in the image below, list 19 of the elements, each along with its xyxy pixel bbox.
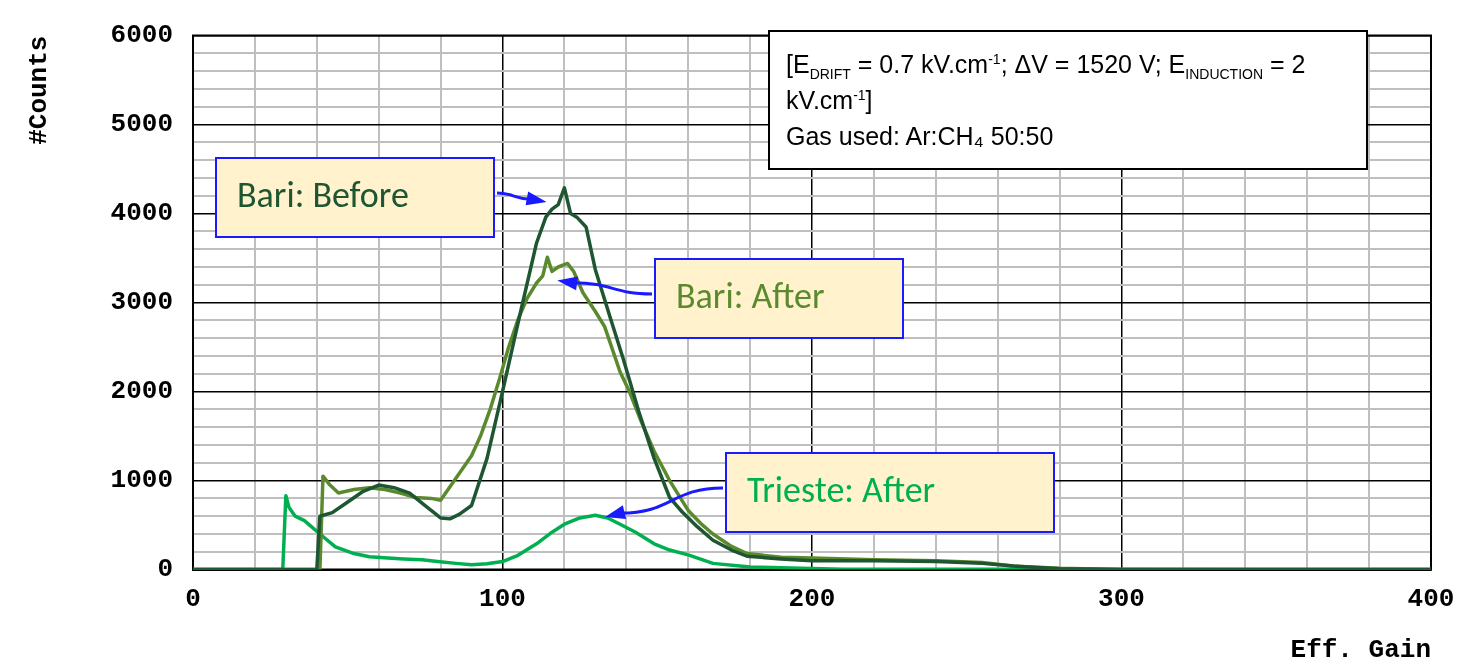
y-tick-label: 1000 (110, 465, 173, 496)
y-tick-label: 3000 (110, 287, 173, 318)
y-tick-label: 0 (157, 554, 173, 585)
x-tick-label: 400 (1407, 583, 1455, 614)
callout-box: Trieste: After (725, 452, 1055, 533)
x-tick-label: 300 (1098, 583, 1145, 614)
callout-box: Bari: Before (215, 157, 495, 238)
y-tick-label: 2000 (110, 376, 173, 407)
y-tick-label: 4000 (110, 198, 173, 229)
y-tick-label: 6000 (110, 20, 173, 51)
y-axis-title: #Counts (24, 35, 55, 145)
x-tick-label: 200 (788, 583, 836, 614)
x-tick-label: 0 (185, 583, 201, 614)
x-axis-title: Eff. Gain (1290, 634, 1431, 665)
x-tick-label: 100 (479, 583, 526, 614)
note-box: [E$_{DRIFT}$ = 0.7 kV.cm$^{-1}$; ΔV = 1520 V; E$_{INDUCTION}$ = 2 kV.cm$^{-1}$] Gas used: Ar:CH₄ 50:50 (768, 30, 1368, 170)
y-tick-label: 5000 (110, 109, 173, 140)
callout-box: Bari: After (654, 258, 904, 339)
annotation: Gas used: Ar:CH₄ 50:50 (786, 121, 1055, 152)
